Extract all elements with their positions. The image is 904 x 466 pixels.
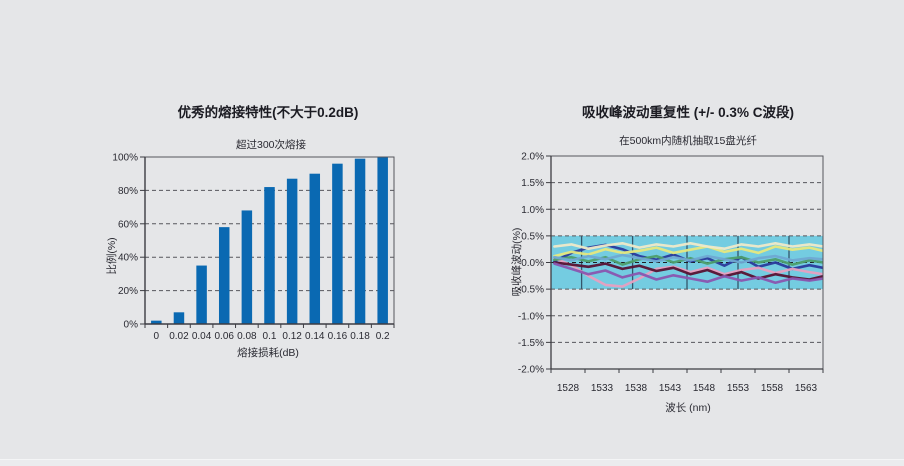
bar <box>332 163 343 324</box>
series-line-fiber-maroon <box>553 261 823 281</box>
right-chart-title: 吸收峰波动重复性 (+/- 0.3% C波段) <box>582 104 794 120</box>
y-tick-label: 20% <box>118 286 138 297</box>
y-tick-label: 1.5% <box>521 178 544 189</box>
bar <box>151 320 162 324</box>
y-tick-label: 80% <box>118 186 138 197</box>
series-group <box>553 242 823 288</box>
left-chart-x-axis-title: 熔接损耗(dB) <box>237 346 299 359</box>
bar <box>354 158 366 324</box>
x-tick-label: 0.12 <box>282 331 302 342</box>
bar <box>196 265 207 324</box>
y-tick-label: -1.0% <box>518 311 544 322</box>
x-tick-label: 0.18 <box>350 331 370 342</box>
absorption-line-chart: 吸收峰波动重复性 (+/- 0.3% C波段) 在500km内随机抽取15盘光纤… <box>510 104 824 414</box>
x-tick-label: 0.14 <box>305 331 325 342</box>
bar <box>286 178 298 324</box>
page-bottom-edge <box>0 459 904 466</box>
series-line-fiber-pink <box>553 256 823 288</box>
x-tick-label: 0.02 <box>169 331 189 342</box>
x-tick-label: 0.04 <box>192 331 212 342</box>
series-line-fiber-lightblue <box>553 253 823 264</box>
x-tick-label: 1563 <box>795 383 818 394</box>
y-tick-label: 2.0% <box>521 152 544 163</box>
left-chart-title: 优秀的熔接特性(不大于0.2dB) <box>178 104 359 120</box>
right-chart-subtitle: 在500km内随机抽取15盘光纤 <box>619 134 757 147</box>
y-tick-label: 100% <box>112 153 138 164</box>
x-tick-label: 0 <box>154 331 160 342</box>
x-tick-label: 1533 <box>591 383 614 394</box>
y-tick-label: -1.5% <box>518 338 544 349</box>
y-tick-label: 1.0% <box>521 205 544 216</box>
y-tick-label: 0% <box>124 320 139 331</box>
y-tick-label: 60% <box>118 219 138 230</box>
x-tick-label: 1538 <box>625 383 648 394</box>
x-tick-label: 1543 <box>659 383 682 394</box>
y-tick-label: 0.5% <box>521 231 544 242</box>
x-tick-label: 1528 <box>557 383 580 394</box>
x-tick-label: 1553 <box>727 383 750 394</box>
x-tick-label: 0.1 <box>263 331 277 342</box>
bar <box>264 187 275 324</box>
bar <box>241 210 253 324</box>
y-tick-label: 40% <box>118 253 138 264</box>
left-chart-subtitle: 超过300次熔接 <box>236 138 307 151</box>
series-line-fiber-yellow <box>553 245 823 258</box>
x-tick-label: 0.2 <box>376 331 390 342</box>
x-tick-label: 1548 <box>693 383 716 394</box>
bar <box>173 312 185 324</box>
right-chart-y-axis-title: 吸收峰波动(%) <box>510 228 523 297</box>
y-tick-label: 0.0% <box>521 258 544 269</box>
right-chart-x-axis-title: 波长 (nm) <box>665 401 711 414</box>
y-tick-label: -2.0% <box>518 365 544 376</box>
bar <box>309 173 321 324</box>
series-line-fiber-cream <box>553 242 823 250</box>
x-tick-label: 1558 <box>761 383 784 394</box>
splice-bar-chart: 优秀的熔接特性(不大于0.2dB) 超过300次熔接 比例(%) 熔接损耗(dB… <box>105 104 395 359</box>
x-tick-label: 0.06 <box>214 331 234 342</box>
y-tick-label: -0.5% <box>518 285 544 296</box>
series-line-fiber-purple <box>553 262 823 285</box>
left-chart-y-axis-title: 比例(%) <box>105 237 118 274</box>
x-tick-label: 0.08 <box>237 331 257 342</box>
left-chart-plot-area: 0% 20% 40% 60% 80% 100% 0 0.02 0.04 0.06 0.08 0.1 0.… <box>112 153 395 342</box>
bar <box>218 227 230 324</box>
right-chart-plot-area: 2.0% 1.5% 1.0% 0.5% 0.0% -0.5% -1.0% -1.5% -2.0%… <box>518 152 824 394</box>
bar <box>377 157 388 324</box>
x-tick-label: 0.16 <box>328 331 348 342</box>
